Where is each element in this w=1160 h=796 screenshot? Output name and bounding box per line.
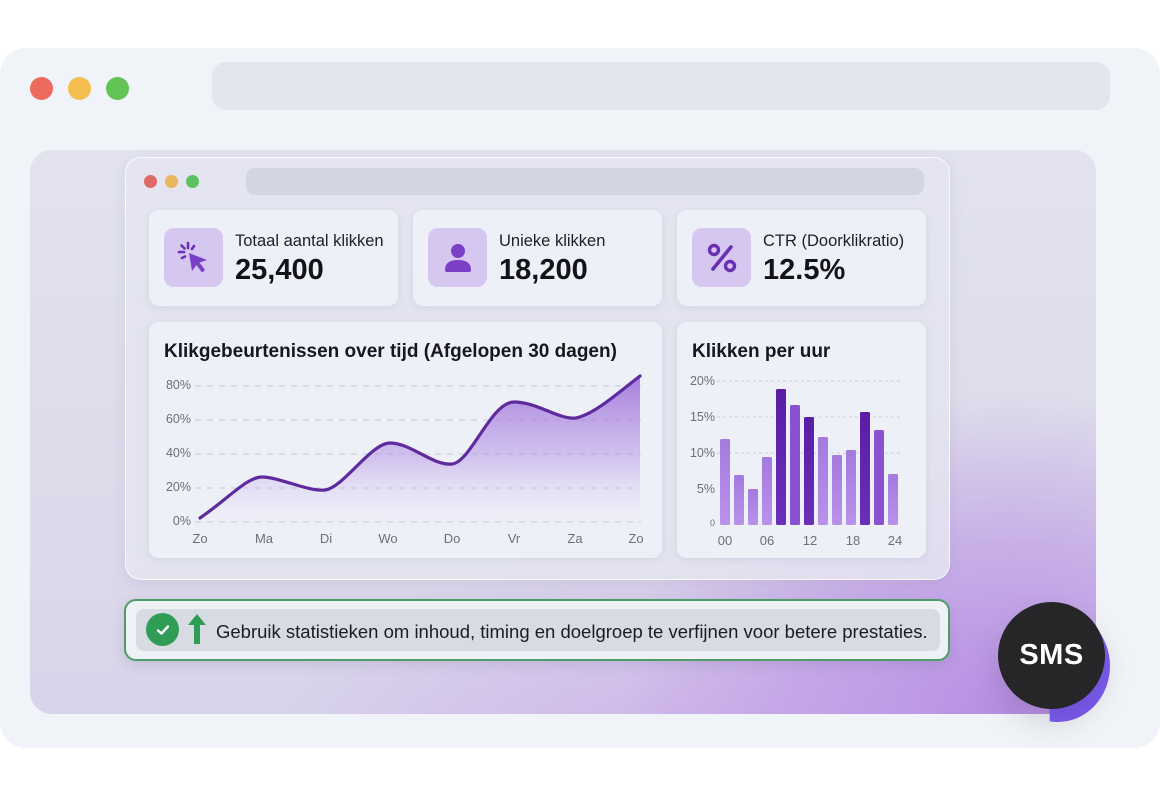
stat-label: Totaal aantal klikken xyxy=(235,232,384,250)
stat-card-ctr: CTR (Doorklikratio) 12.5% xyxy=(677,210,926,306)
maximize-window-button[interactable] xyxy=(106,77,129,100)
address-bar[interactable] xyxy=(212,62,1110,110)
tip-banner: Gebruik statistieken om inhoud, timing e… xyxy=(124,599,950,661)
inner-maximize-button[interactable] xyxy=(186,175,199,188)
minimize-window-button[interactable] xyxy=(68,77,91,100)
x-tick: Di xyxy=(319,531,333,546)
y-tick: 60% xyxy=(165,412,191,426)
x-tick: Vr xyxy=(507,531,521,546)
stat-value: 25,400 xyxy=(235,254,324,286)
x-tick: Ma xyxy=(254,531,274,546)
bar-chart-card: Klikken per uur 20% 15% 10% 5% 0 xyxy=(677,322,926,558)
x-tick: Wo xyxy=(378,531,398,546)
y-tick: 10% xyxy=(689,446,715,460)
inner-address-bar[interactable] xyxy=(246,168,924,195)
close-window-button[interactable] xyxy=(30,77,53,100)
x-tick: 00 xyxy=(717,533,733,548)
x-tick: 06 xyxy=(759,533,775,548)
line-chart-title: Klikgebeurtenissen over tijd (Afgelopen … xyxy=(164,341,617,362)
x-tick: Zo xyxy=(628,531,644,546)
cursor-click-icon xyxy=(164,228,223,287)
y-tick: 0% xyxy=(172,514,191,528)
bar-chart-title: Klikken per uur xyxy=(692,341,831,362)
x-tick: 12 xyxy=(802,533,818,548)
tip-banner-inner: Gebruik statistieken om inhoud, timing e… xyxy=(136,609,940,651)
x-tick: 24 xyxy=(887,533,903,548)
x-tick: Za xyxy=(567,531,583,546)
stat-value: 12.5% xyxy=(763,254,846,286)
x-tick: Zo xyxy=(192,531,208,546)
stat-value: 18,200 xyxy=(499,254,588,286)
inner-close-button[interactable] xyxy=(144,175,157,188)
y-tick: 20% xyxy=(165,480,191,494)
sms-badge[interactable]: SMS xyxy=(998,602,1105,709)
line-chart-card: Klikgebeurtenissen over tijd (Afgelopen … xyxy=(149,322,662,558)
check-circle-icon xyxy=(146,613,179,646)
stat-label: CTR (Doorklikratio) xyxy=(763,232,905,250)
y-tick: 0 xyxy=(709,518,715,528)
percent-icon xyxy=(692,228,751,287)
y-tick: 15% xyxy=(689,410,715,424)
inner-minimize-button[interactable] xyxy=(165,175,178,188)
bar-chart-plot xyxy=(717,380,903,525)
y-tick: 80% xyxy=(165,378,191,392)
y-tick: 5% xyxy=(696,482,715,496)
y-tick: 40% xyxy=(165,446,191,460)
tip-text: Gebruik statistieken om inhoud, timing e… xyxy=(216,621,928,642)
line-chart-plot xyxy=(195,374,642,524)
arrow-up-icon xyxy=(186,612,208,651)
x-tick: Do xyxy=(443,531,461,546)
x-tick: 18 xyxy=(845,533,861,548)
stat-label: Unieke klikken xyxy=(499,232,606,250)
stat-card-total-clicks: Totaal aantal klikken 25,400 xyxy=(149,210,398,306)
y-tick: 20% xyxy=(689,374,715,388)
user-icon xyxy=(428,228,487,287)
stat-card-unique-clicks: Unieke klikken 18,200 xyxy=(413,210,662,306)
